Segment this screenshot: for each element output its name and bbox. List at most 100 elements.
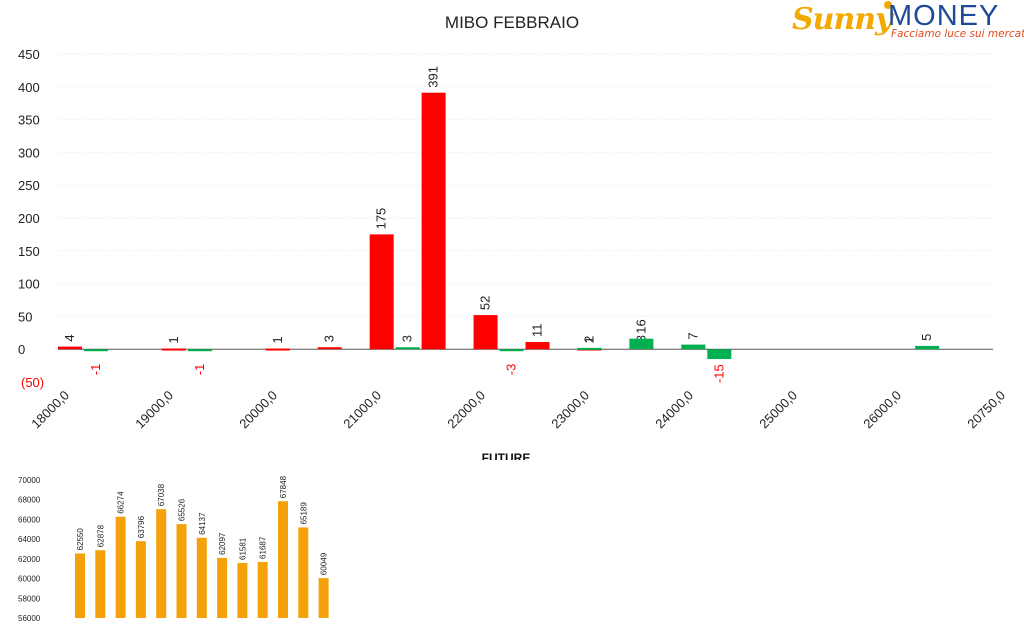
mini-bar xyxy=(278,501,288,618)
x-tick-label: 19000,0 xyxy=(132,388,176,432)
y-tick-label: 150 xyxy=(18,244,40,259)
x-tick-label: 25000,0 xyxy=(756,388,800,432)
logo-sunny-text: Sunny xyxy=(792,2,893,37)
y-tick-label: 200 xyxy=(18,211,40,226)
x-axis-title: FUTURE xyxy=(482,451,531,460)
x-tick-label: 23000,0 xyxy=(548,388,592,432)
mini-y-tick-label: 58000 xyxy=(18,594,41,603)
mini-y-tick-label: 56000 xyxy=(18,614,41,623)
mini-bar xyxy=(75,553,85,618)
mini-bar xyxy=(135,541,146,618)
mini-bar-chart: 56000 58000 60000 62000 64000 66000 68000 70000… xyxy=(18,475,329,623)
bar-red xyxy=(58,346,82,350)
mini-data-label: 62878 xyxy=(96,524,105,547)
bar-green xyxy=(681,344,706,350)
mini-data-label: 62550 xyxy=(76,528,85,551)
mini-bar xyxy=(95,550,106,618)
data-label: 3 xyxy=(322,335,337,342)
bar-red xyxy=(421,92,446,350)
bar-green xyxy=(395,347,420,350)
chart-title: MIBO FEBBRAIO xyxy=(445,13,579,32)
data-label: 11 xyxy=(530,323,545,337)
y-tick-label: 300 xyxy=(18,145,40,160)
mini-data-label: 65189 xyxy=(299,502,308,525)
bar-red xyxy=(317,347,342,350)
mini-data-label: 61687 xyxy=(259,536,268,559)
y-tick-label: 450 xyxy=(18,47,40,62)
mini-data-label: 64137 xyxy=(198,512,207,535)
logo-money-text: MONEY xyxy=(888,0,1000,32)
x-tick-label: 24000,0 xyxy=(652,388,696,432)
bar-green xyxy=(577,347,602,350)
mini-bar xyxy=(115,516,126,618)
bar-green xyxy=(499,349,524,352)
mini-data-label: 66274 xyxy=(117,491,126,514)
data-label: 175 xyxy=(374,208,389,230)
mini-data-label: 62097 xyxy=(218,532,227,555)
y-tick-label: 250 xyxy=(18,178,40,193)
bar-green xyxy=(629,338,654,350)
y-tick-label: 400 xyxy=(18,80,40,95)
mini-bar xyxy=(298,527,309,618)
y-tick-label: (50) xyxy=(21,375,44,390)
x-tick-label: 21000,0 xyxy=(340,388,384,432)
mini-data-label: 60049 xyxy=(320,552,329,575)
mini-data-label: 67848 xyxy=(279,475,288,498)
mini-y-tick-label: 60000 xyxy=(18,575,41,584)
x-tick-label: 22000,0 xyxy=(444,388,488,432)
y-tick-label: 0 xyxy=(18,342,25,357)
bar-red xyxy=(525,341,550,350)
data-label: -3 xyxy=(504,364,519,376)
y-tick-label: 100 xyxy=(18,277,40,292)
mini-y-tick-label: 68000 xyxy=(18,496,41,505)
sunny-money-logo: Sunny MONEY Facciamo luce sui mercati xyxy=(790,0,1024,44)
bar-green xyxy=(707,349,732,360)
data-label: 1 xyxy=(581,336,596,343)
data-label: 391 xyxy=(426,66,441,88)
bar-red xyxy=(161,348,186,351)
main-bar-chart: MIBO FEBBRAIO (50) 0 50 100 150 200 250 300 350 40… xyxy=(18,13,1008,460)
mini-bar xyxy=(257,561,268,618)
mini-y-tick-label: 64000 xyxy=(18,535,41,544)
logo-tagline: Facciamo luce sui mercati xyxy=(891,28,1024,40)
mini-bar xyxy=(196,537,207,618)
data-label: 4 xyxy=(62,334,77,341)
mini-bar xyxy=(217,557,228,618)
bar-green xyxy=(83,349,108,352)
mini-data-label: 63796 xyxy=(137,515,146,538)
y-tick-label: 350 xyxy=(18,113,40,128)
data-label: -1 xyxy=(88,364,103,376)
data-label: -15 xyxy=(711,364,726,383)
mini-bar xyxy=(156,509,167,618)
mini-y-tick-label: 70000 xyxy=(18,476,41,485)
data-label: 1 xyxy=(166,336,181,343)
bar-red xyxy=(473,315,498,350)
data-label: 16 xyxy=(633,319,648,333)
bar-green xyxy=(187,349,212,352)
x-tick-label: 20750,0 xyxy=(964,388,1008,432)
mini-data-label: 61581 xyxy=(238,537,247,560)
mini-bar xyxy=(318,578,329,618)
data-label: -1 xyxy=(192,364,207,376)
data-label: 3 xyxy=(400,335,415,342)
mini-bar xyxy=(237,562,248,618)
y-tick-label: 50 xyxy=(18,309,32,324)
data-label: 5 xyxy=(919,334,934,341)
bar-red xyxy=(369,234,394,350)
data-label: 7 xyxy=(685,332,700,339)
data-label: 1 xyxy=(270,336,285,343)
data-label: 2 xyxy=(581,336,596,343)
mini-y-tick-label: 66000 xyxy=(18,515,41,524)
bar-green xyxy=(915,345,940,350)
x-tick-label: 20000,0 xyxy=(236,388,280,432)
data-label: 3 xyxy=(633,335,648,342)
mini-data-label: 65526 xyxy=(178,498,187,521)
mini-y-tick-label: 62000 xyxy=(18,555,41,564)
sun-icon xyxy=(884,1,892,9)
x-tick-label: 26000,0 xyxy=(860,388,904,432)
mini-data-label: 67038 xyxy=(157,483,166,506)
mini-bar xyxy=(176,524,187,618)
data-label: 52 xyxy=(478,296,493,310)
bar-red xyxy=(265,348,290,351)
